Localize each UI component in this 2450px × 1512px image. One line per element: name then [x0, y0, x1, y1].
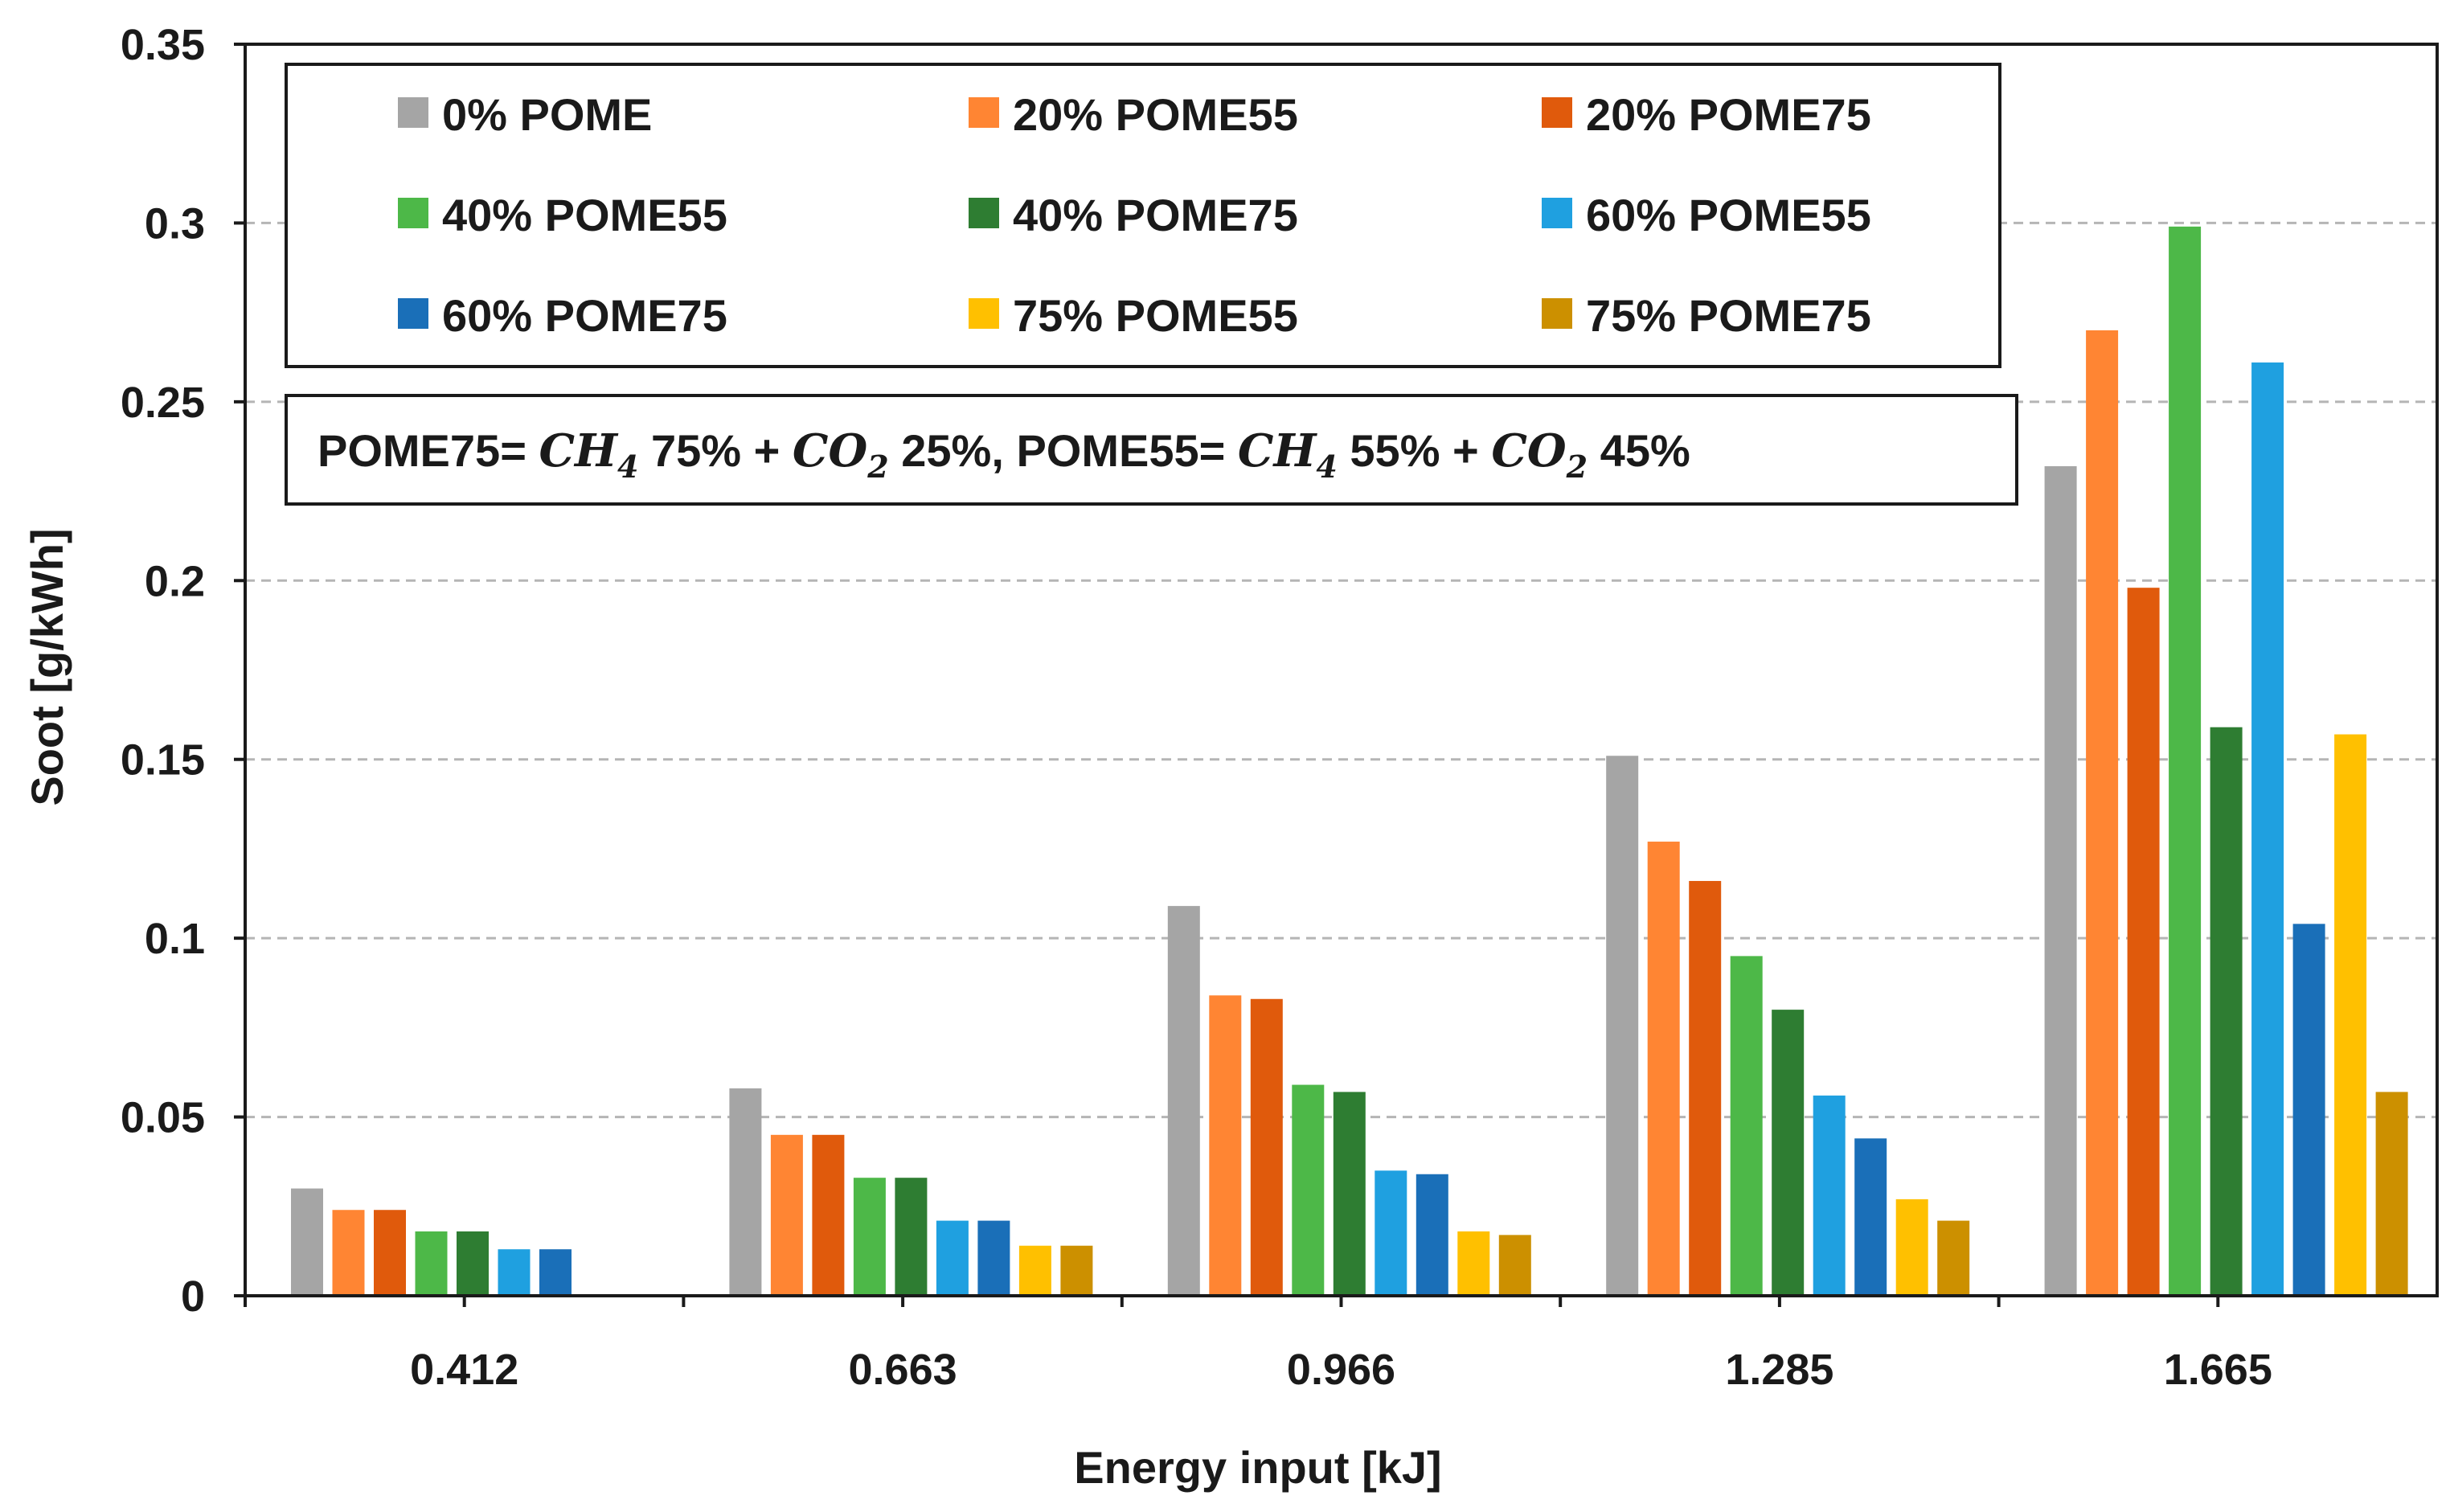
bar: [1416, 1174, 1448, 1296]
x-tick-label: 0.663: [849, 1346, 957, 1394]
bar: [1772, 1010, 1805, 1296]
x-axis-title: Energy input [kJ]: [1074, 1442, 1441, 1493]
legend-swatch: [398, 298, 428, 329]
legend-swatch: [969, 97, 999, 128]
bar: [1813, 1095, 1846, 1296]
bar: [1375, 1170, 1407, 1296]
bar: [1689, 880, 1722, 1296]
legend-swatch: [969, 298, 999, 329]
bar: [1647, 842, 1680, 1296]
bar: [2210, 727, 2243, 1296]
bar: [812, 1134, 845, 1296]
bar: [2251, 362, 2284, 1296]
x-axis-ticks: 0.412 0.663 0.966 1.285 1.665: [244, 1296, 2272, 1394]
bar: [1060, 1245, 1093, 1296]
bar: [2169, 226, 2202, 1296]
bar: [895, 1178, 928, 1296]
legend-label: 75% POME75: [1586, 290, 1871, 341]
legend-label: 60% POME55: [1586, 190, 1871, 240]
bar: [853, 1178, 886, 1296]
bar: [1457, 1231, 1490, 1296]
y-tick-label: 0.2: [145, 557, 205, 605]
y-axis-ticks: 0 0.05 0.1 0.15 0.2 0.25 0.3 0.35: [121, 21, 245, 1321]
bar: [1209, 995, 1242, 1296]
legend-swatch: [969, 198, 999, 228]
legend-swatch: [398, 198, 428, 228]
bar: [332, 1210, 365, 1296]
bar: [2375, 1092, 2408, 1296]
legend-label: 40% POME55: [442, 190, 727, 240]
bar: [1292, 1084, 1325, 1296]
bar: [2127, 588, 2160, 1296]
legend-label: 20% POME55: [1013, 89, 1298, 140]
bar: [1167, 906, 1200, 1296]
legend-swatch: [1542, 97, 1572, 128]
legend-label: 60% POME75: [442, 290, 727, 341]
bar: [291, 1188, 323, 1296]
bar: [374, 1210, 406, 1296]
y-tick-label: 0.25: [121, 379, 205, 427]
legend-label: 75% POME55: [1013, 290, 1298, 341]
bar: [1937, 1220, 1970, 1296]
y-tick-label: 0.15: [121, 736, 205, 785]
legend-label: 40% POME75: [1013, 190, 1298, 240]
legend-swatch: [1542, 198, 1572, 228]
legend-frame: [285, 63, 2001, 368]
legend-swatch: [398, 97, 428, 128]
bar: [457, 1231, 489, 1296]
bar: [977, 1220, 1010, 1296]
legend-swatch: [1542, 298, 1572, 329]
bar: [2334, 734, 2367, 1296]
bar: [2044, 465, 2077, 1297]
y-tick-label: 0.1: [145, 915, 205, 963]
x-tick-label: 0.412: [410, 1346, 518, 1394]
x-tick-label: 1.665: [2164, 1346, 2272, 1394]
bar: [1606, 756, 1639, 1296]
legend-label: 0% POME: [442, 89, 652, 140]
y-tick-label: 0.3: [145, 199, 205, 248]
bar: [498, 1249, 531, 1296]
bar: [1498, 1235, 1531, 1296]
composition-note: POME75= CH4 75% + CO2 25%, POME55= CH4 5…: [285, 394, 2018, 506]
bar: [1854, 1138, 1887, 1296]
bar: [1730, 956, 1763, 1296]
bar: [1895, 1199, 1928, 1296]
x-tick-label: 0.966: [1287, 1346, 1395, 1394]
bar: [539, 1249, 572, 1296]
bar: [415, 1231, 448, 1296]
bar: [729, 1088, 762, 1296]
bar: [1018, 1245, 1051, 1296]
composition-note-text: POME75= CH4 75% + CO2 25%, POME55= CH4 5…: [318, 424, 1690, 485]
y-tick-label: 0.35: [121, 21, 205, 69]
y-tick-label: 0.05: [121, 1094, 205, 1142]
bar: [1250, 998, 1283, 1296]
composition-note-frame: [285, 394, 2018, 506]
bar: [1333, 1092, 1366, 1296]
y-axis-title: Soot [g/kWh]: [22, 528, 72, 805]
bar: [770, 1134, 803, 1296]
bar: [2292, 924, 2325, 1296]
legend: 0% POME 20% POME55 20% POME75 40% POME55 40%…: [285, 63, 2001, 368]
y-tick-label: 0: [181, 1272, 205, 1321]
bar: [936, 1220, 969, 1296]
bar: [2086, 330, 2119, 1296]
bars: [291, 226, 2408, 1297]
legend-label: 20% POME75: [1586, 89, 1871, 140]
x-tick-label: 1.285: [1725, 1346, 1833, 1394]
